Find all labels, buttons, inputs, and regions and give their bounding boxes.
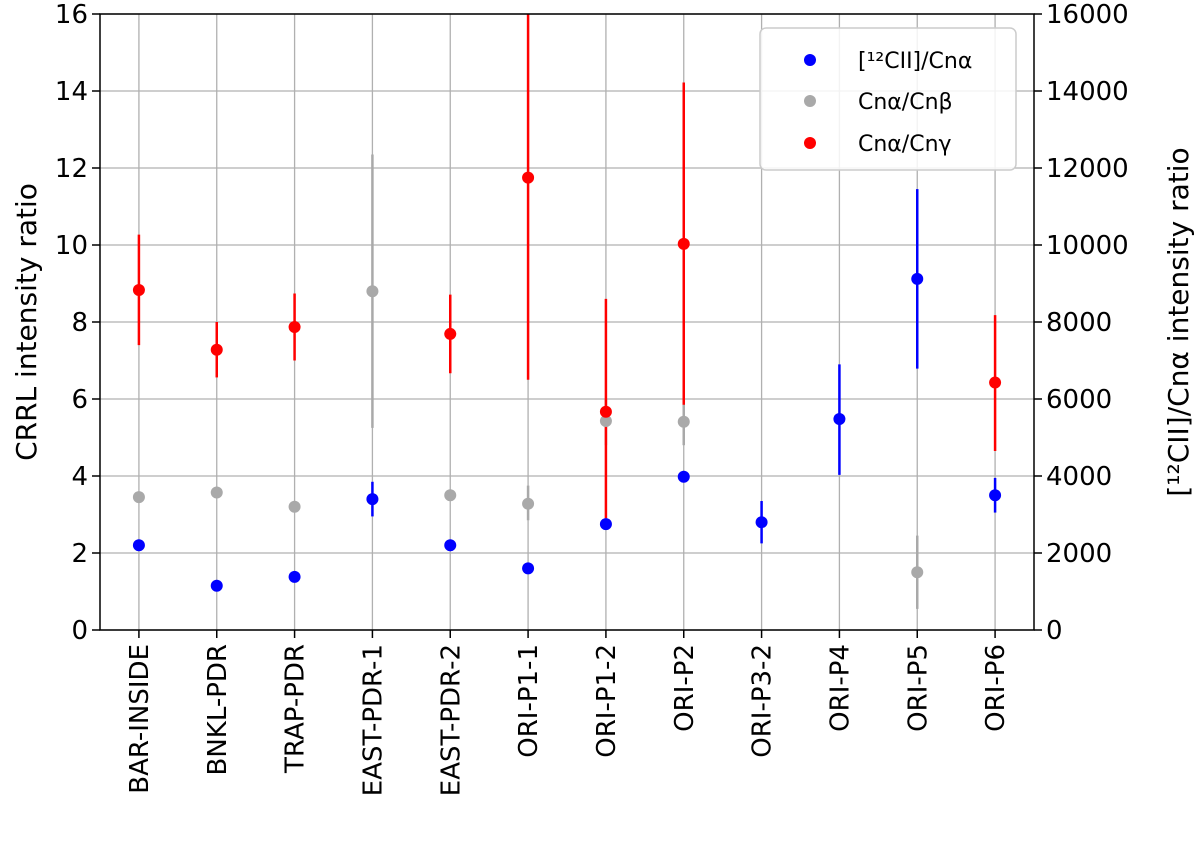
point-cnalpha-cnbeta [599,414,612,427]
point-cnalpha-cngamma [210,343,223,356]
x-tick-label: EAST-PDR-1 [358,644,388,796]
left-y-tick-label: 4 [71,462,88,492]
x-tick-label: ORI-P4 [825,644,855,732]
right-y-tick-label: 16000 [1046,0,1129,30]
right-y-tick-label: 8000 [1046,308,1112,338]
right-y-tick-label: 14000 [1046,77,1129,107]
point-cii-cnalpha [989,489,1002,502]
legend-label-cnalpha-cngamma: Cnα/Cnγ [858,132,952,157]
x-tick-label: ORI-P5 [903,644,933,732]
point-cnalpha-cngamma [677,237,690,250]
point-cnalpha-cnbeta [210,486,223,499]
point-cii-cnalpha [132,539,145,552]
point-cnalpha-cnbeta [288,500,301,513]
point-cnalpha-cnbeta [132,491,145,504]
y-axis-label-left: CRRL intensity ratio [10,183,43,461]
right-y-tick-label: 6000 [1046,385,1112,415]
legend-marker-cnalpha-cngamma [804,137,816,149]
x-axis: BAR-INSIDE BNKL-PDR TRAP-PDR EAST-PDR-1 EAST… [125,630,1011,796]
x-tick-label: ORI-P6 [981,644,1011,732]
point-cnalpha-cngamma [989,376,1002,389]
left-y-tick-label: 2 [71,539,88,569]
point-cii-cnalpha [288,570,301,583]
right-y-tick-label: 0 [1046,616,1063,646]
data-points [132,171,1002,592]
x-tick-label: TRAP-PDR [281,644,311,774]
left-y-tick-label: 12 [55,154,88,184]
point-cnalpha-cngamma [522,171,535,184]
legend-marker-cnalpha-cnbeta [804,95,816,107]
point-cnalpha-cnbeta [677,415,690,428]
x-tick-label: ORI-P3-2 [748,644,778,758]
legend-label-cnalpha-cnbeta: Cnα/Cnβ [858,90,953,115]
left-y-tick-label: 14 [55,77,88,107]
left-y-axis: 0 2 4 6 8 10 12 14 16 [55,0,100,646]
x-tick-label: EAST-PDR-2 [436,644,466,796]
left-y-tick-label: 16 [55,0,88,30]
point-cii-cnalpha [911,272,924,285]
point-cii-cnalpha [522,562,535,575]
left-y-tick-label: 6 [71,385,88,415]
y-axis-label-right: [¹²CII]/Cnα intensity ratio [1162,147,1195,496]
legend-marker-cii-cnalpha [804,54,816,66]
x-tick-label: ORI-P1-1 [514,644,544,758]
left-y-tick-label: 10 [55,231,88,261]
point-cnalpha-cngamma [444,327,457,340]
legend-label-cii-cnalpha: [¹²CII]/Cnα [858,49,972,74]
right-y-tick-label: 10000 [1046,231,1129,261]
point-cnalpha-cnbeta [444,489,457,502]
point-cnalpha-cngamma [132,284,145,297]
point-cii-cnalpha [210,579,223,592]
point-cii-cnalpha [444,539,457,552]
point-cnalpha-cnbeta [366,285,379,298]
legend-box [759,27,1017,171]
point-cii-cnalpha [599,518,612,531]
point-cnalpha-cnbeta [522,497,535,510]
left-y-tick-label: 0 [71,616,88,646]
point-cii-cnalpha [833,413,846,426]
point-cnalpha-cngamma [288,321,301,334]
right-y-tick-label: 2000 [1046,539,1112,569]
x-tick-label: ORI-P2 [670,644,700,732]
point-cii-cnalpha [366,493,379,506]
x-tick-label: BNKL-PDR [203,644,233,776]
right-y-tick-label: 12000 [1046,154,1129,184]
right-y-axis: 0 2000 4000 6000 8000 10000 12000 14000 16000 [1034,0,1129,646]
point-cnalpha-cngamma [599,405,612,418]
left-y-tick-label: 8 [71,308,88,338]
right-y-tick-label: 4000 [1046,462,1112,492]
legend: [¹²CII]/Cnα Cnα/Cnβ Cnα/Cnγ [759,27,1017,171]
x-tick-label: ORI-P1-2 [592,644,622,758]
x-tick-label: BAR-INSIDE [125,644,155,794]
point-cnalpha-cnbeta [911,566,924,579]
point-cii-cnalpha [677,470,690,483]
point-cii-cnalpha [755,516,768,529]
